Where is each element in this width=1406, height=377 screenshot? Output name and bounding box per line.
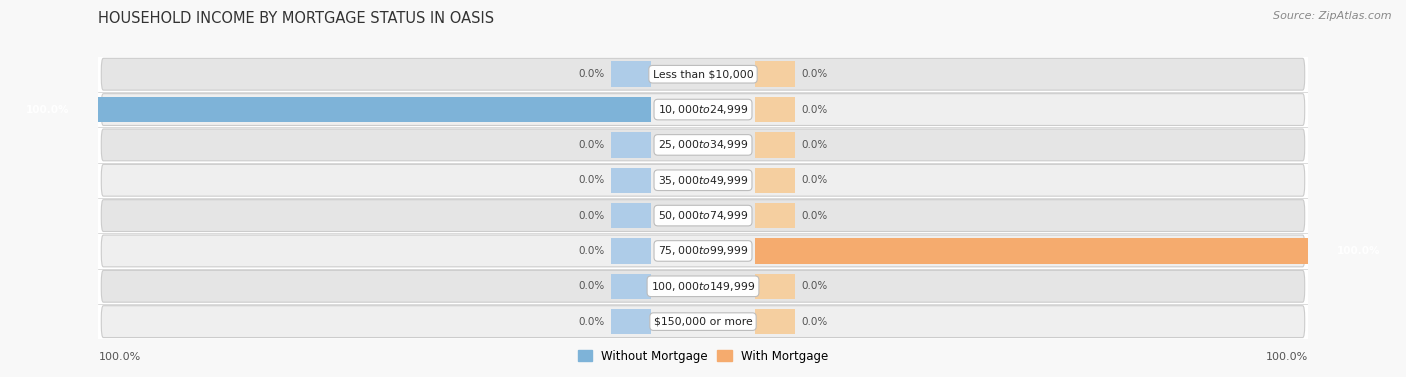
Bar	[755, 167, 796, 193]
Text: $50,000 to $74,999: $50,000 to $74,999	[658, 209, 748, 222]
Text: 0.0%: 0.0%	[579, 246, 605, 256]
Text: 0.0%: 0.0%	[579, 317, 605, 326]
Text: 100.0%: 100.0%	[1336, 246, 1379, 256]
Text: 0.0%: 0.0%	[801, 104, 827, 115]
FancyBboxPatch shape	[101, 164, 1305, 196]
Text: 0.0%: 0.0%	[579, 211, 605, 221]
Bar	[610, 203, 651, 228]
Text: 100.0%: 100.0%	[98, 352, 141, 362]
Text: 0.0%: 0.0%	[801, 175, 827, 185]
Text: $150,000 or more: $150,000 or more	[654, 317, 752, 326]
FancyBboxPatch shape	[101, 129, 1305, 161]
FancyBboxPatch shape	[101, 235, 1305, 267]
Text: 0.0%: 0.0%	[579, 69, 605, 79]
Text: 0.0%: 0.0%	[801, 69, 827, 79]
FancyBboxPatch shape	[101, 270, 1305, 302]
Bar	[755, 97, 796, 122]
Text: 0.0%: 0.0%	[801, 317, 827, 326]
Bar	[755, 132, 796, 158]
Text: $75,000 to $99,999: $75,000 to $99,999	[658, 244, 748, 257]
Bar	[755, 203, 796, 228]
Bar	[755, 61, 796, 87]
Bar	[610, 132, 651, 158]
Bar	[755, 274, 796, 299]
Text: Source: ZipAtlas.com: Source: ZipAtlas.com	[1274, 11, 1392, 21]
Text: 0.0%: 0.0%	[579, 175, 605, 185]
Text: HOUSEHOLD INCOME BY MORTGAGE STATUS IN OASIS: HOUSEHOLD INCOME BY MORTGAGE STATUS IN O…	[98, 11, 495, 26]
FancyBboxPatch shape	[101, 200, 1305, 231]
Text: 0.0%: 0.0%	[579, 281, 605, 291]
Bar	[76, 97, 651, 122]
Text: 100.0%: 100.0%	[27, 104, 70, 115]
Bar	[755, 309, 796, 334]
Text: $100,000 to $149,999: $100,000 to $149,999	[651, 280, 755, 293]
Text: $35,000 to $49,999: $35,000 to $49,999	[658, 174, 748, 187]
FancyBboxPatch shape	[101, 93, 1305, 126]
Bar	[610, 309, 651, 334]
FancyBboxPatch shape	[101, 306, 1305, 337]
Bar	[610, 238, 651, 264]
Bar	[610, 167, 651, 193]
Bar	[610, 274, 651, 299]
Text: 100.0%: 100.0%	[1265, 352, 1308, 362]
FancyBboxPatch shape	[101, 58, 1305, 90]
Text: $25,000 to $34,999: $25,000 to $34,999	[658, 138, 748, 152]
Bar	[755, 238, 1330, 264]
Text: 0.0%: 0.0%	[579, 140, 605, 150]
Legend: Without Mortgage, With Mortgage: Without Mortgage, With Mortgage	[574, 345, 832, 367]
Text: 0.0%: 0.0%	[801, 140, 827, 150]
Text: $10,000 to $24,999: $10,000 to $24,999	[658, 103, 748, 116]
Text: 0.0%: 0.0%	[801, 281, 827, 291]
Text: 0.0%: 0.0%	[801, 211, 827, 221]
Text: Less than $10,000: Less than $10,000	[652, 69, 754, 79]
Bar	[610, 61, 651, 87]
